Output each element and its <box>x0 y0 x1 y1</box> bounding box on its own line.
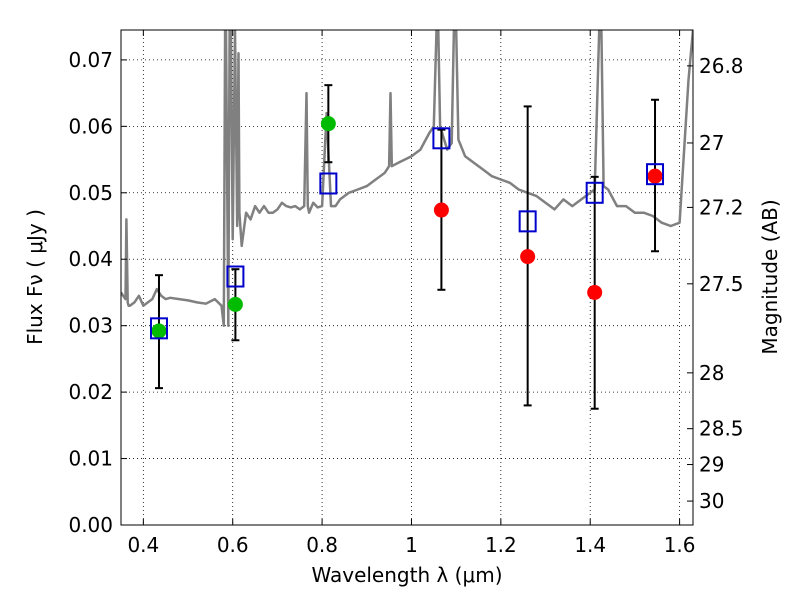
axis-ticks: 0.4 0.6 0.8 1 1.2 1.4 1.6 0.00 0.01 0.02 0.03 0.04 0… <box>68 30 744 557</box>
y2-axis-title: Magnitude (AB) <box>758 199 782 354</box>
spectrum-line <box>121 30 693 327</box>
data-point-square <box>518 210 537 233</box>
y-tick-label: 0.06 <box>68 114 113 138</box>
x-tick-label: 0.6 <box>217 533 249 557</box>
data-point-circle <box>227 296 243 312</box>
data-point-square <box>319 172 338 195</box>
y-tick-label: 0.00 <box>68 513 113 537</box>
plot-frame <box>120 29 694 526</box>
data-point-circle <box>520 249 536 265</box>
y-tick-label: 0.03 <box>68 314 113 338</box>
y-axis-title: Flux Fν ( μJy ) <box>23 209 47 345</box>
y2-tick-label: 30 <box>699 489 724 513</box>
x-tick-label: 0.4 <box>127 533 159 557</box>
data-point-circle <box>587 284 603 300</box>
y-tick-label: 0.01 <box>68 447 113 471</box>
y2-tick-label: 28.5 <box>699 417 744 441</box>
data-point-circle <box>647 168 663 184</box>
data-point-square <box>432 127 451 150</box>
data-markers <box>149 116 665 340</box>
x-tick-label: 1 <box>405 533 418 557</box>
data-point-square <box>646 163 665 186</box>
y-tick-label: 0.07 <box>68 48 113 72</box>
model-spectrum <box>121 30 693 327</box>
x-axis-title: Wavelength λ (μm) <box>311 563 502 587</box>
y-tick-label: 0.02 <box>68 380 113 404</box>
y2-tick-label: 27 <box>699 131 724 155</box>
data-point-square <box>226 265 245 288</box>
y2-tick-label: 27.5 <box>699 272 744 296</box>
x-tick-label: 1.6 <box>664 533 696 557</box>
y-tick-label: 0.04 <box>68 247 113 271</box>
x-tick-label: 1.2 <box>485 533 517 557</box>
x-tick-label: 1.4 <box>574 533 606 557</box>
data-point-square <box>149 317 168 340</box>
y2-tick-label: 26.8 <box>699 54 744 78</box>
data-point-square <box>585 181 604 204</box>
data-point-circle <box>151 323 167 339</box>
y2-tick-label: 27.2 <box>699 195 744 219</box>
data-point-circle <box>320 116 336 132</box>
data-point-circle <box>433 202 449 218</box>
y2-tick-label: 29 <box>699 453 724 477</box>
x-tick-label: 0.8 <box>306 533 338 557</box>
y2-tick-label: 28 <box>699 361 724 385</box>
y-tick-label: 0.05 <box>68 181 113 205</box>
